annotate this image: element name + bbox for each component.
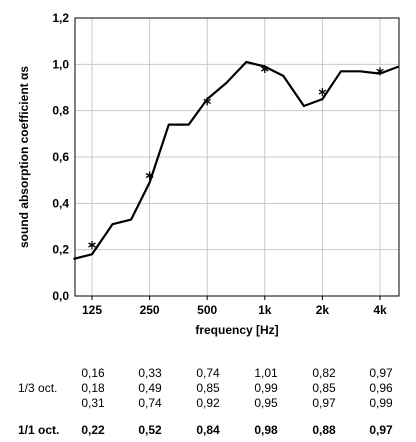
x-tick-label: 4k <box>373 303 387 317</box>
x-tick-label: 1k <box>258 303 272 317</box>
grid <box>75 18 399 296</box>
table-cell: 0,22 <box>81 423 105 437</box>
series <box>73 60 399 260</box>
table-cell: 0,96 <box>369 381 393 395</box>
table-cell: 0,85 <box>312 381 336 395</box>
x-axis-label: frequency [Hz] <box>195 323 278 337</box>
table-cell: 0,98 <box>254 423 278 437</box>
y-tick-label: 0,0 <box>52 289 69 303</box>
x-axis-ticks: 125 250 500 1k 2k 4k <box>82 296 387 317</box>
octave-star-marker <box>261 65 269 73</box>
y-tick-label: 1,0 <box>52 57 69 71</box>
table-row-third-octave-2: 1/3 oct. 0,18 0,49 0,85 0,99 0,85 0,96 <box>0 381 416 397</box>
y-tick-label: 0,8 <box>52 104 69 118</box>
x-tick-label: 500 <box>197 303 217 317</box>
table-row-octave: 1/1 oct. 0,22 0,52 0,84 0,98 0,88 0,97 <box>0 423 416 439</box>
table-cell: 0,84 <box>196 423 220 437</box>
table-cell: 0,16 <box>81 366 105 380</box>
table-cell: 0,97 <box>369 366 393 380</box>
octave-star-marker <box>203 97 211 106</box>
plot-frame <box>74 17 400 297</box>
table-cell: 0,82 <box>312 366 336 380</box>
star-stroke <box>203 98 211 104</box>
x-tick-label: 2k <box>316 303 330 317</box>
octave-star-marker <box>376 67 384 76</box>
table-cell: 0,99 <box>254 381 278 395</box>
absorption-table: 0,16 0,33 0,74 1,01 0,82 0,97 1/3 oct. 0… <box>0 360 416 442</box>
table-cell: 0,31 <box>81 396 105 410</box>
table-cell: 0,74 <box>196 366 220 380</box>
absorption-chart: 0,0 0,2 0,4 0,6 0,8 1,0 1,2 125 250 500 1k 2k 4k fr… <box>17 11 400 337</box>
y-tick-label: 0,2 <box>52 243 69 257</box>
table-cell: 0,97 <box>312 396 336 410</box>
table-cell: 0,18 <box>81 381 105 395</box>
x-tick-label: 250 <box>140 303 160 317</box>
star-stroke <box>145 172 154 179</box>
third-octave-line <box>73 60 399 260</box>
table-cell: 0,99 <box>369 396 393 410</box>
table-cell: 0,92 <box>196 396 220 410</box>
x-tick-label: 125 <box>82 303 102 317</box>
table-cell: 0,85 <box>196 381 220 395</box>
star-stroke <box>261 66 269 72</box>
octave-star-marker <box>318 88 327 97</box>
table-cell: 1,01 <box>254 366 278 380</box>
octave-star-marker <box>145 171 154 180</box>
y-axis-ticks: 0,0 0,2 0,4 0,6 0,8 1,0 1,2 <box>52 11 69 303</box>
y-tick-label: 0,6 <box>52 150 69 164</box>
table-row-third-octave-3: 0,31 0,74 0,92 0,95 0,97 0,99 <box>0 396 416 412</box>
table-cell: 0,49 <box>138 381 162 395</box>
y-tick-label: 1,2 <box>52 11 69 25</box>
table-cell: 0,52 <box>138 423 162 437</box>
third-octave-label: 1/3 oct. <box>18 381 58 395</box>
star-stroke <box>318 89 327 95</box>
table-cell: 0,97 <box>369 423 393 437</box>
y-tick-label: 0,4 <box>52 196 69 210</box>
star-stroke <box>88 242 96 248</box>
star-stroke <box>376 68 384 74</box>
table-cell: 0,33 <box>138 366 162 380</box>
octave-label: 1/1 oct. <box>18 423 60 437</box>
table-cell: 0,88 <box>312 423 336 437</box>
octave-star-marker <box>88 241 96 249</box>
table-cell: 0,95 <box>254 396 278 410</box>
y-axis-label: sound absorption coefficient αs <box>17 66 31 248</box>
table-row-third-octave-1: 0,16 0,33 0,74 1,01 0,82 0,97 <box>0 366 416 382</box>
table-cell: 0,74 <box>138 396 162 410</box>
